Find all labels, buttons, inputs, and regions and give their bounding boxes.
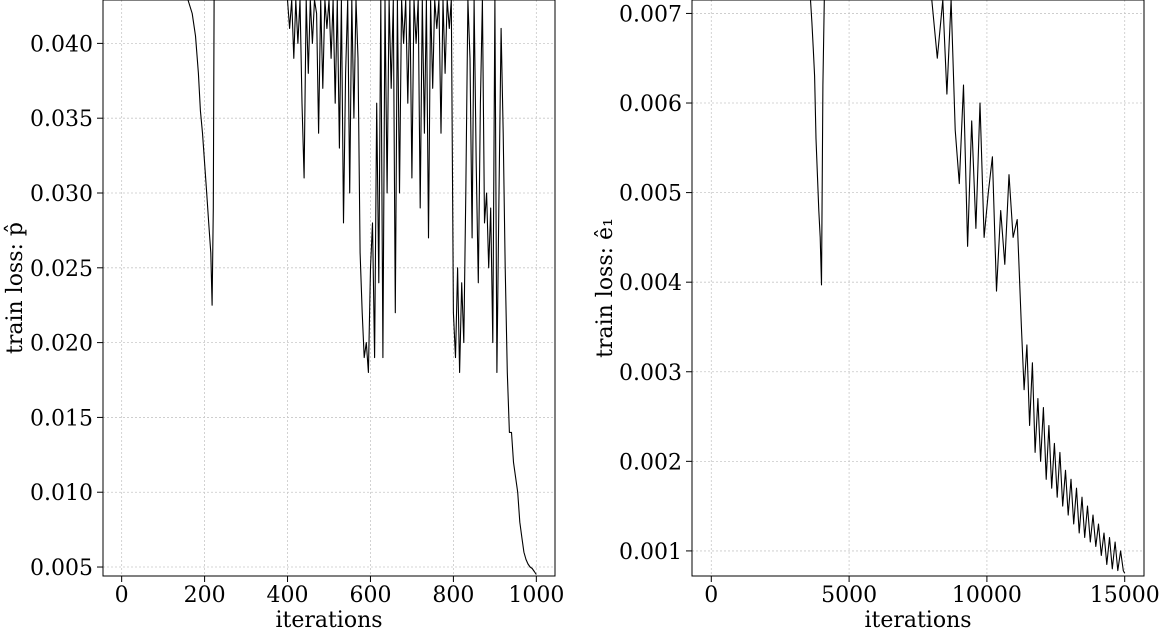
chart-left: 0 200 400 600 800 1000 0.005 0.010 0.015 0.020 0.0… [3, 0, 564, 633]
y-tick-label-left: 0.010 [30, 481, 93, 506]
y-tick-label-right: 0.003 [619, 361, 682, 386]
ticks-right: 0 5000 10000 15000 0.001 0.002 0.003 0.004 0.005… [619, 2, 1160, 608]
series-line-right [809, 0, 1126, 574]
ticks-left: 0 200 400 600 800 1000 0.005 0.010 0.015 0.020 0.0… [30, 32, 564, 608]
y-axis-label-right: train loss: ê₁ [593, 218, 618, 358]
x-tick-label-left: 600 [349, 583, 391, 608]
x-tick-label-left: 0 [115, 583, 129, 608]
y-tick-label-left: 0.020 [30, 332, 93, 357]
y-tick-label-right: 0.002 [619, 450, 682, 475]
series-line-left [187, 0, 537, 575]
y-axis-label-left: train loss: p̂ [3, 222, 28, 354]
grid-left [103, 0, 555, 576]
y-tick-label-left: 0.025 [30, 257, 93, 282]
y-tick-label-right: 0.004 [619, 271, 682, 296]
x-tick-label-right: 5000 [821, 583, 877, 608]
chart-right: 0 5000 10000 15000 0.001 0.002 0.003 0.004 0.005… [593, 0, 1160, 633]
y-tick-label-left: 0.030 [30, 182, 93, 207]
y-tick-label-left: 0.005 [30, 556, 93, 581]
y-tick-label-right: 0.007 [619, 2, 682, 27]
x-axis-label-left: iterations [275, 608, 382, 633]
x-axis-label-right: iterations [864, 608, 971, 633]
x-tick-label-right: 10000 [952, 583, 1022, 608]
y-tick-label-left: 0.035 [30, 107, 93, 132]
x-tick-label-right: 15000 [1090, 583, 1160, 608]
plot-frame-left [102, 0, 556, 577]
x-tick-label-right: 0 [704, 583, 718, 608]
x-tick-label-left: 800 [432, 583, 474, 608]
y-tick-label-right: 0.005 [619, 182, 682, 207]
y-tick-label-left: 0.040 [30, 32, 93, 57]
y-tick-label-left: 0.015 [30, 406, 93, 431]
x-tick-label-left: 200 [184, 583, 226, 608]
x-tick-label-left: 1000 [508, 583, 564, 608]
y-tick-label-right: 0.001 [619, 540, 682, 565]
y-tick-label-right: 0.006 [619, 92, 682, 117]
plot-frame-right [691, 0, 1145, 577]
x-tick-label-left: 400 [267, 583, 309, 608]
grid-right [692, 0, 1144, 576]
